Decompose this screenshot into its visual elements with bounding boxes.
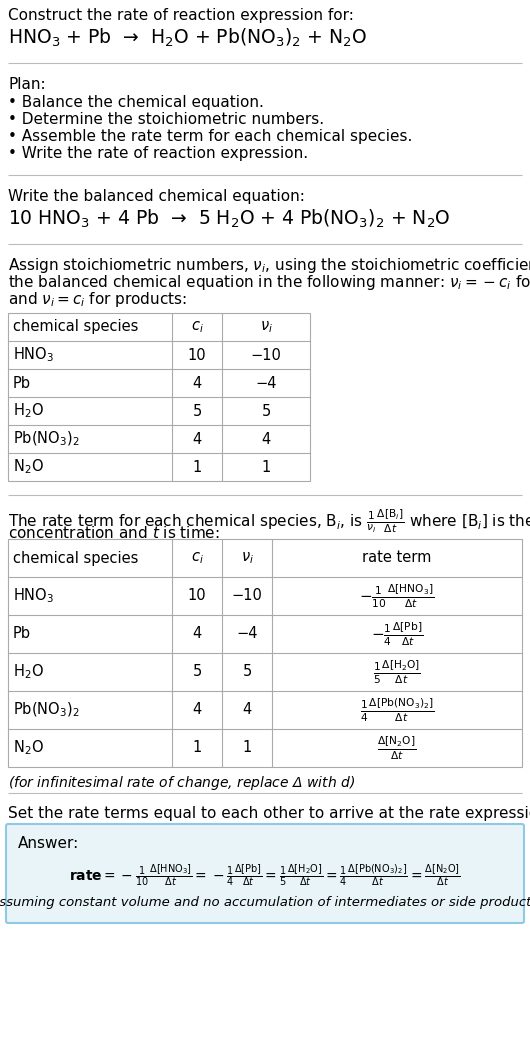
Text: 4: 4 [192, 432, 201, 447]
Text: Pb(NO$_3$)$_2$: Pb(NO$_3$)$_2$ [13, 701, 80, 720]
Text: chemical species: chemical species [13, 319, 138, 335]
Text: and $\nu_i = c_i$ for products:: and $\nu_i = c_i$ for products: [8, 290, 187, 309]
Text: • Assemble the rate term for each chemical species.: • Assemble the rate term for each chemic… [8, 129, 412, 144]
Text: 1: 1 [242, 741, 252, 755]
Text: 4: 4 [192, 703, 201, 718]
Text: 4: 4 [242, 703, 252, 718]
Text: $-\frac{1}{10}\frac{\Delta[\mathrm{HNO_3}]}{\Delta t}$: $-\frac{1}{10}\frac{\Delta[\mathrm{HNO_3… [359, 583, 435, 610]
Text: −4: −4 [255, 376, 277, 390]
Text: Set the rate terms equal to each other to arrive at the rate expression:: Set the rate terms equal to each other t… [8, 806, 530, 821]
Text: $c_i$: $c_i$ [191, 319, 204, 335]
Text: 10: 10 [188, 347, 206, 363]
Text: HNO$_3$: HNO$_3$ [13, 345, 54, 364]
Bar [8, 313, 310, 481]
Text: The rate term for each chemical species, B$_i$, is $\frac{1}{\nu_i}\frac{\Delta[: The rate term for each chemical species,… [8, 507, 530, 535]
Text: 5: 5 [242, 664, 252, 680]
Text: Construct the rate of reaction expression for:: Construct the rate of reaction expressio… [8, 8, 354, 23]
Text: 5: 5 [192, 404, 201, 418]
Text: rate term: rate term [363, 550, 432, 566]
Text: 5: 5 [192, 664, 201, 680]
Text: $\nu_i$: $\nu_i$ [260, 319, 272, 335]
Text: Plan:: Plan: [8, 77, 46, 92]
Text: Pb: Pb [13, 376, 31, 390]
Text: 5: 5 [261, 404, 271, 418]
Text: concentration and $t$ is time:: concentration and $t$ is time: [8, 525, 220, 541]
Text: $\frac{1}{5}\frac{\Delta[\mathrm{H_2O}]}{\Delta t}$: $\frac{1}{5}\frac{\Delta[\mathrm{H_2O}]}… [373, 658, 421, 686]
Text: Pb(NO$_3$)$_2$: Pb(NO$_3$)$_2$ [13, 430, 80, 448]
Text: $-\frac{1}{4}\frac{\Delta[\mathrm{Pb}]}{\Delta t}$: $-\frac{1}{4}\frac{\Delta[\mathrm{Pb}]}{… [371, 620, 423, 647]
Text: N$_2$O: N$_2$O [13, 458, 44, 476]
Text: 10 HNO$_3$ + 4 Pb  →  5 H$_2$O + 4 Pb(NO$_3$)$_2$ + N$_2$O: 10 HNO$_3$ + 4 Pb → 5 H$_2$O + 4 Pb(NO$_… [8, 208, 450, 230]
Text: 4: 4 [261, 432, 271, 447]
Text: Write the balanced chemical equation:: Write the balanced chemical equation: [8, 189, 305, 204]
Text: 1: 1 [192, 459, 201, 475]
Text: 4: 4 [192, 627, 201, 641]
Text: HNO$_3$: HNO$_3$ [13, 587, 54, 606]
Text: $\mathbf{rate} = -\frac{1}{10}\frac{\Delta[\mathrm{HNO_3}]}{\Delta t} = -\frac{1: $\mathbf{rate} = -\frac{1}{10}\frac{\Del… [69, 862, 461, 888]
Text: Answer:: Answer: [18, 836, 80, 851]
Bar [8, 539, 522, 767]
Text: • Write the rate of reaction expression.: • Write the rate of reaction expression. [8, 146, 308, 161]
Text: • Determine the stoichiometric numbers.: • Determine the stoichiometric numbers. [8, 112, 324, 127]
Text: chemical species: chemical species [13, 550, 138, 566]
Text: Assign stoichiometric numbers, $\nu_i$, using the stoichiometric coefficients, $: Assign stoichiometric numbers, $\nu_i$, … [8, 256, 530, 275]
Text: $\frac{\Delta[\mathrm{N_2O}]}{\Delta t}$: $\frac{\Delta[\mathrm{N_2O}]}{\Delta t}$ [377, 734, 417, 761]
Text: 1: 1 [261, 459, 271, 475]
Text: • Balance the chemical equation.: • Balance the chemical equation. [8, 95, 264, 110]
Text: $\nu_i$: $\nu_i$ [241, 550, 253, 566]
Text: N$_2$O: N$_2$O [13, 738, 44, 757]
Text: −4: −4 [236, 627, 258, 641]
Text: $c_i$: $c_i$ [191, 550, 204, 566]
Text: H$_2$O: H$_2$O [13, 663, 44, 681]
Text: −10: −10 [232, 589, 262, 604]
FancyBboxPatch shape [6, 824, 524, 923]
Text: 10: 10 [188, 589, 206, 604]
Text: H$_2$O: H$_2$O [13, 402, 44, 420]
Text: −10: −10 [251, 347, 281, 363]
Text: (for infinitesimal rate of change, replace Δ with $d$): (for infinitesimal rate of change, repla… [8, 774, 355, 792]
Text: the balanced chemical equation in the following manner: $\nu_i = -c_i$ for react: the balanced chemical equation in the fo… [8, 273, 530, 292]
Text: HNO$_3$ + Pb  →  H$_2$O + Pb(NO$_3$)$_2$ + N$_2$O: HNO$_3$ + Pb → H$_2$O + Pb(NO$_3$)$_2$ +… [8, 27, 367, 49]
Text: 4: 4 [192, 376, 201, 390]
Text: Pb: Pb [13, 627, 31, 641]
Text: $\frac{1}{4}\frac{\Delta[\mathrm{Pb(NO_3)_2}]}{\Delta t}$: $\frac{1}{4}\frac{\Delta[\mathrm{Pb(NO_3… [360, 697, 434, 724]
Text: (assuming constant volume and no accumulation of intermediates or side products): (assuming constant volume and no accumul… [0, 896, 530, 909]
Text: 1: 1 [192, 741, 201, 755]
